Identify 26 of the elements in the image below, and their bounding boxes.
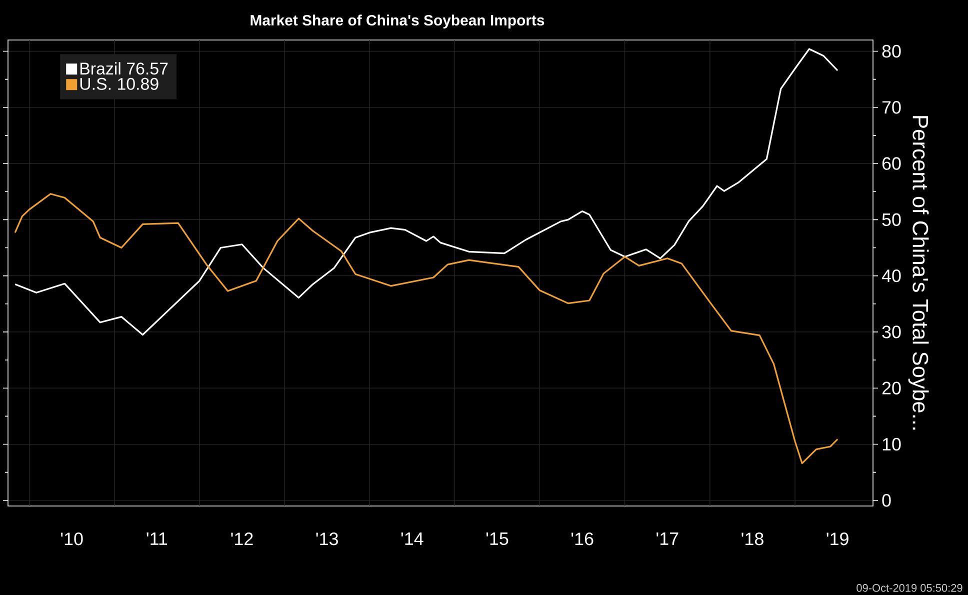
y-tick-label: 60: [882, 157, 901, 170]
line-series: [14, 48, 838, 336]
x-tick-label: '12: [231, 532, 253, 546]
line-series: [14, 193, 838, 464]
x-tick-label: '17: [656, 532, 678, 545]
x-tick-label: '14: [401, 532, 424, 545]
x-tick-label: '15: [486, 532, 508, 546]
y-tick-label: 10: [882, 438, 901, 451]
x-tick-label: '18: [742, 532, 764, 546]
y-tick-label: 70: [882, 101, 901, 114]
x-tick-label: '11: [146, 532, 168, 545]
y-tick-label: 50: [882, 213, 901, 226]
legend-label: U.S. 10.89: [80, 78, 158, 90]
x-tick-label: '10: [61, 532, 83, 546]
text: 09-Oct-2019 05:50:29: [856, 584, 962, 592]
chart-title: Market Share of China's Soybean Imports: [250, 14, 544, 28]
y-tick-label: 30: [882, 326, 901, 338]
x-tick-label: '13: [316, 532, 338, 546]
x-tick-label: '16: [572, 532, 594, 546]
y-tick-label: 20: [882, 382, 901, 394]
x-tick-label: '19: [826, 532, 848, 546]
y-axis-title: Percent of China's Total Soybe...: [908, 116, 929, 430]
y-tick-label: 40: [882, 269, 901, 282]
legend-label: Brazil 76.57: [80, 62, 168, 75]
y-tick-label: 80: [882, 44, 901, 58]
y-tick-label: 0: [882, 494, 891, 507]
